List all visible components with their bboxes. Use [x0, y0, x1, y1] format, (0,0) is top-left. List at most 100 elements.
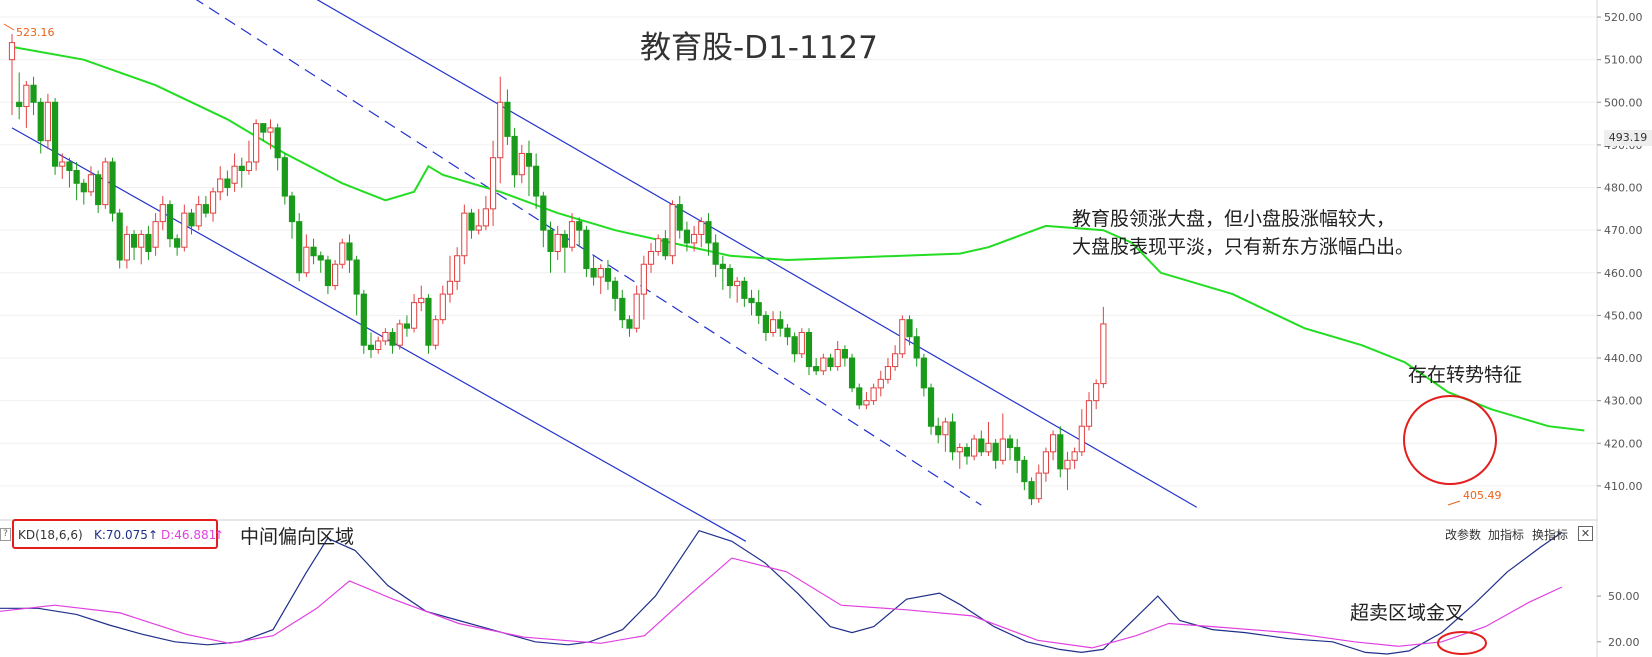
candle — [726, 264, 734, 299]
candle-body — [604, 268, 612, 282]
candle-body — [619, 297, 626, 321]
candle-body — [856, 387, 863, 406]
price-tick-label: 520.00 — [1604, 11, 1643, 24]
candle-body — [1100, 323, 1107, 385]
candle-body — [454, 255, 461, 282]
candle — [346, 234, 353, 273]
candle-body — [683, 229, 691, 244]
candle — [296, 213, 303, 282]
candle — [174, 234, 181, 256]
candle — [1014, 439, 1021, 474]
candle-body — [51, 101, 59, 167]
candle — [310, 238, 317, 265]
candle-body — [37, 101, 44, 142]
close-icon[interactable]: ✕ — [1578, 526, 1593, 541]
reversal-annotation: 存在转势特征 — [1408, 364, 1523, 386]
candle-body — [576, 221, 583, 231]
price-tick-label: 440.00 — [1604, 352, 1643, 365]
candle-body — [188, 212, 195, 227]
candle — [949, 413, 956, 461]
candle-body — [195, 204, 202, 227]
candle-body — [561, 233, 568, 248]
candle — [547, 221, 554, 273]
candle — [978, 430, 985, 457]
candle — [16, 72, 23, 120]
candle — [597, 264, 604, 295]
candle-body — [1035, 472, 1042, 500]
candle-body — [360, 293, 367, 346]
switch-indicator-button[interactable]: 换指标 — [1532, 528, 1569, 542]
candle — [676, 196, 683, 239]
candle-body — [762, 314, 769, 333]
candle-body — [324, 259, 332, 287]
candle-body — [418, 297, 425, 304]
candle-body — [935, 425, 942, 436]
candle — [741, 277, 748, 307]
candle — [691, 225, 698, 252]
candle-body — [396, 323, 403, 346]
edit-params-button[interactable]: 改参数 — [1445, 528, 1482, 542]
add-indicator-button[interactable]: 加指标 — [1488, 528, 1525, 542]
candle — [899, 315, 906, 359]
candle — [382, 328, 389, 346]
low-level-label: 405.49 — [1463, 489, 1502, 502]
candle-body — [181, 212, 188, 248]
candle-body — [805, 331, 813, 368]
price-grid — [0, 0, 1598, 657]
d-value: D:46.881 — [161, 528, 217, 542]
candle — [748, 289, 755, 316]
candle — [669, 200, 676, 265]
candle — [583, 225, 590, 278]
candle-body — [554, 233, 561, 252]
candle — [590, 255, 597, 286]
candle — [1042, 447, 1050, 482]
candle — [44, 93, 51, 150]
candle-body — [375, 340, 382, 351]
candle-body — [590, 268, 597, 278]
candle-body — [87, 174, 95, 193]
candle-body — [102, 161, 109, 206]
candle — [152, 213, 159, 256]
candle — [619, 289, 626, 329]
candle-body — [95, 174, 102, 206]
high-level-label: 523.16 — [16, 26, 55, 39]
candle — [935, 417, 942, 444]
kd-panel: 50.00 20.00 — [0, 529, 1640, 655]
price-tick-label: 450.00 — [1604, 309, 1643, 322]
kd-line-k — [0, 529, 1563, 655]
candle-body — [439, 293, 446, 321]
candle-body — [547, 229, 554, 252]
candle-body — [489, 157, 497, 210]
candle-body — [848, 357, 856, 389]
candle — [834, 340, 841, 371]
candle-body — [784, 327, 791, 338]
candle — [446, 255, 454, 303]
candle — [518, 144, 525, 184]
candle — [1057, 426, 1064, 478]
candle — [51, 98, 59, 175]
help-icon[interactable]: ? — [0, 528, 11, 541]
candle — [66, 157, 73, 188]
candle — [1078, 409, 1085, 457]
candle — [698, 217, 705, 248]
candle-body — [884, 366, 892, 380]
d-arrow-icon: ↑ — [214, 528, 225, 542]
candle-body — [719, 263, 726, 270]
candle-body — [676, 204, 683, 231]
reversal-circle — [1403, 395, 1497, 485]
candle — [166, 200, 174, 248]
candle — [791, 332, 798, 363]
price-tick-label: 430.00 — [1604, 395, 1643, 408]
candle — [956, 443, 963, 469]
candle — [633, 285, 640, 333]
kd-region-annotation: 中间偏向区域 — [240, 526, 355, 548]
candle — [813, 358, 820, 376]
candle — [396, 319, 403, 350]
candle-body — [870, 387, 877, 402]
candle — [705, 213, 712, 256]
candle-body — [525, 152, 533, 167]
candle — [798, 328, 805, 359]
candle-body — [446, 280, 454, 295]
candle-body — [741, 280, 748, 299]
candle — [712, 234, 719, 278]
